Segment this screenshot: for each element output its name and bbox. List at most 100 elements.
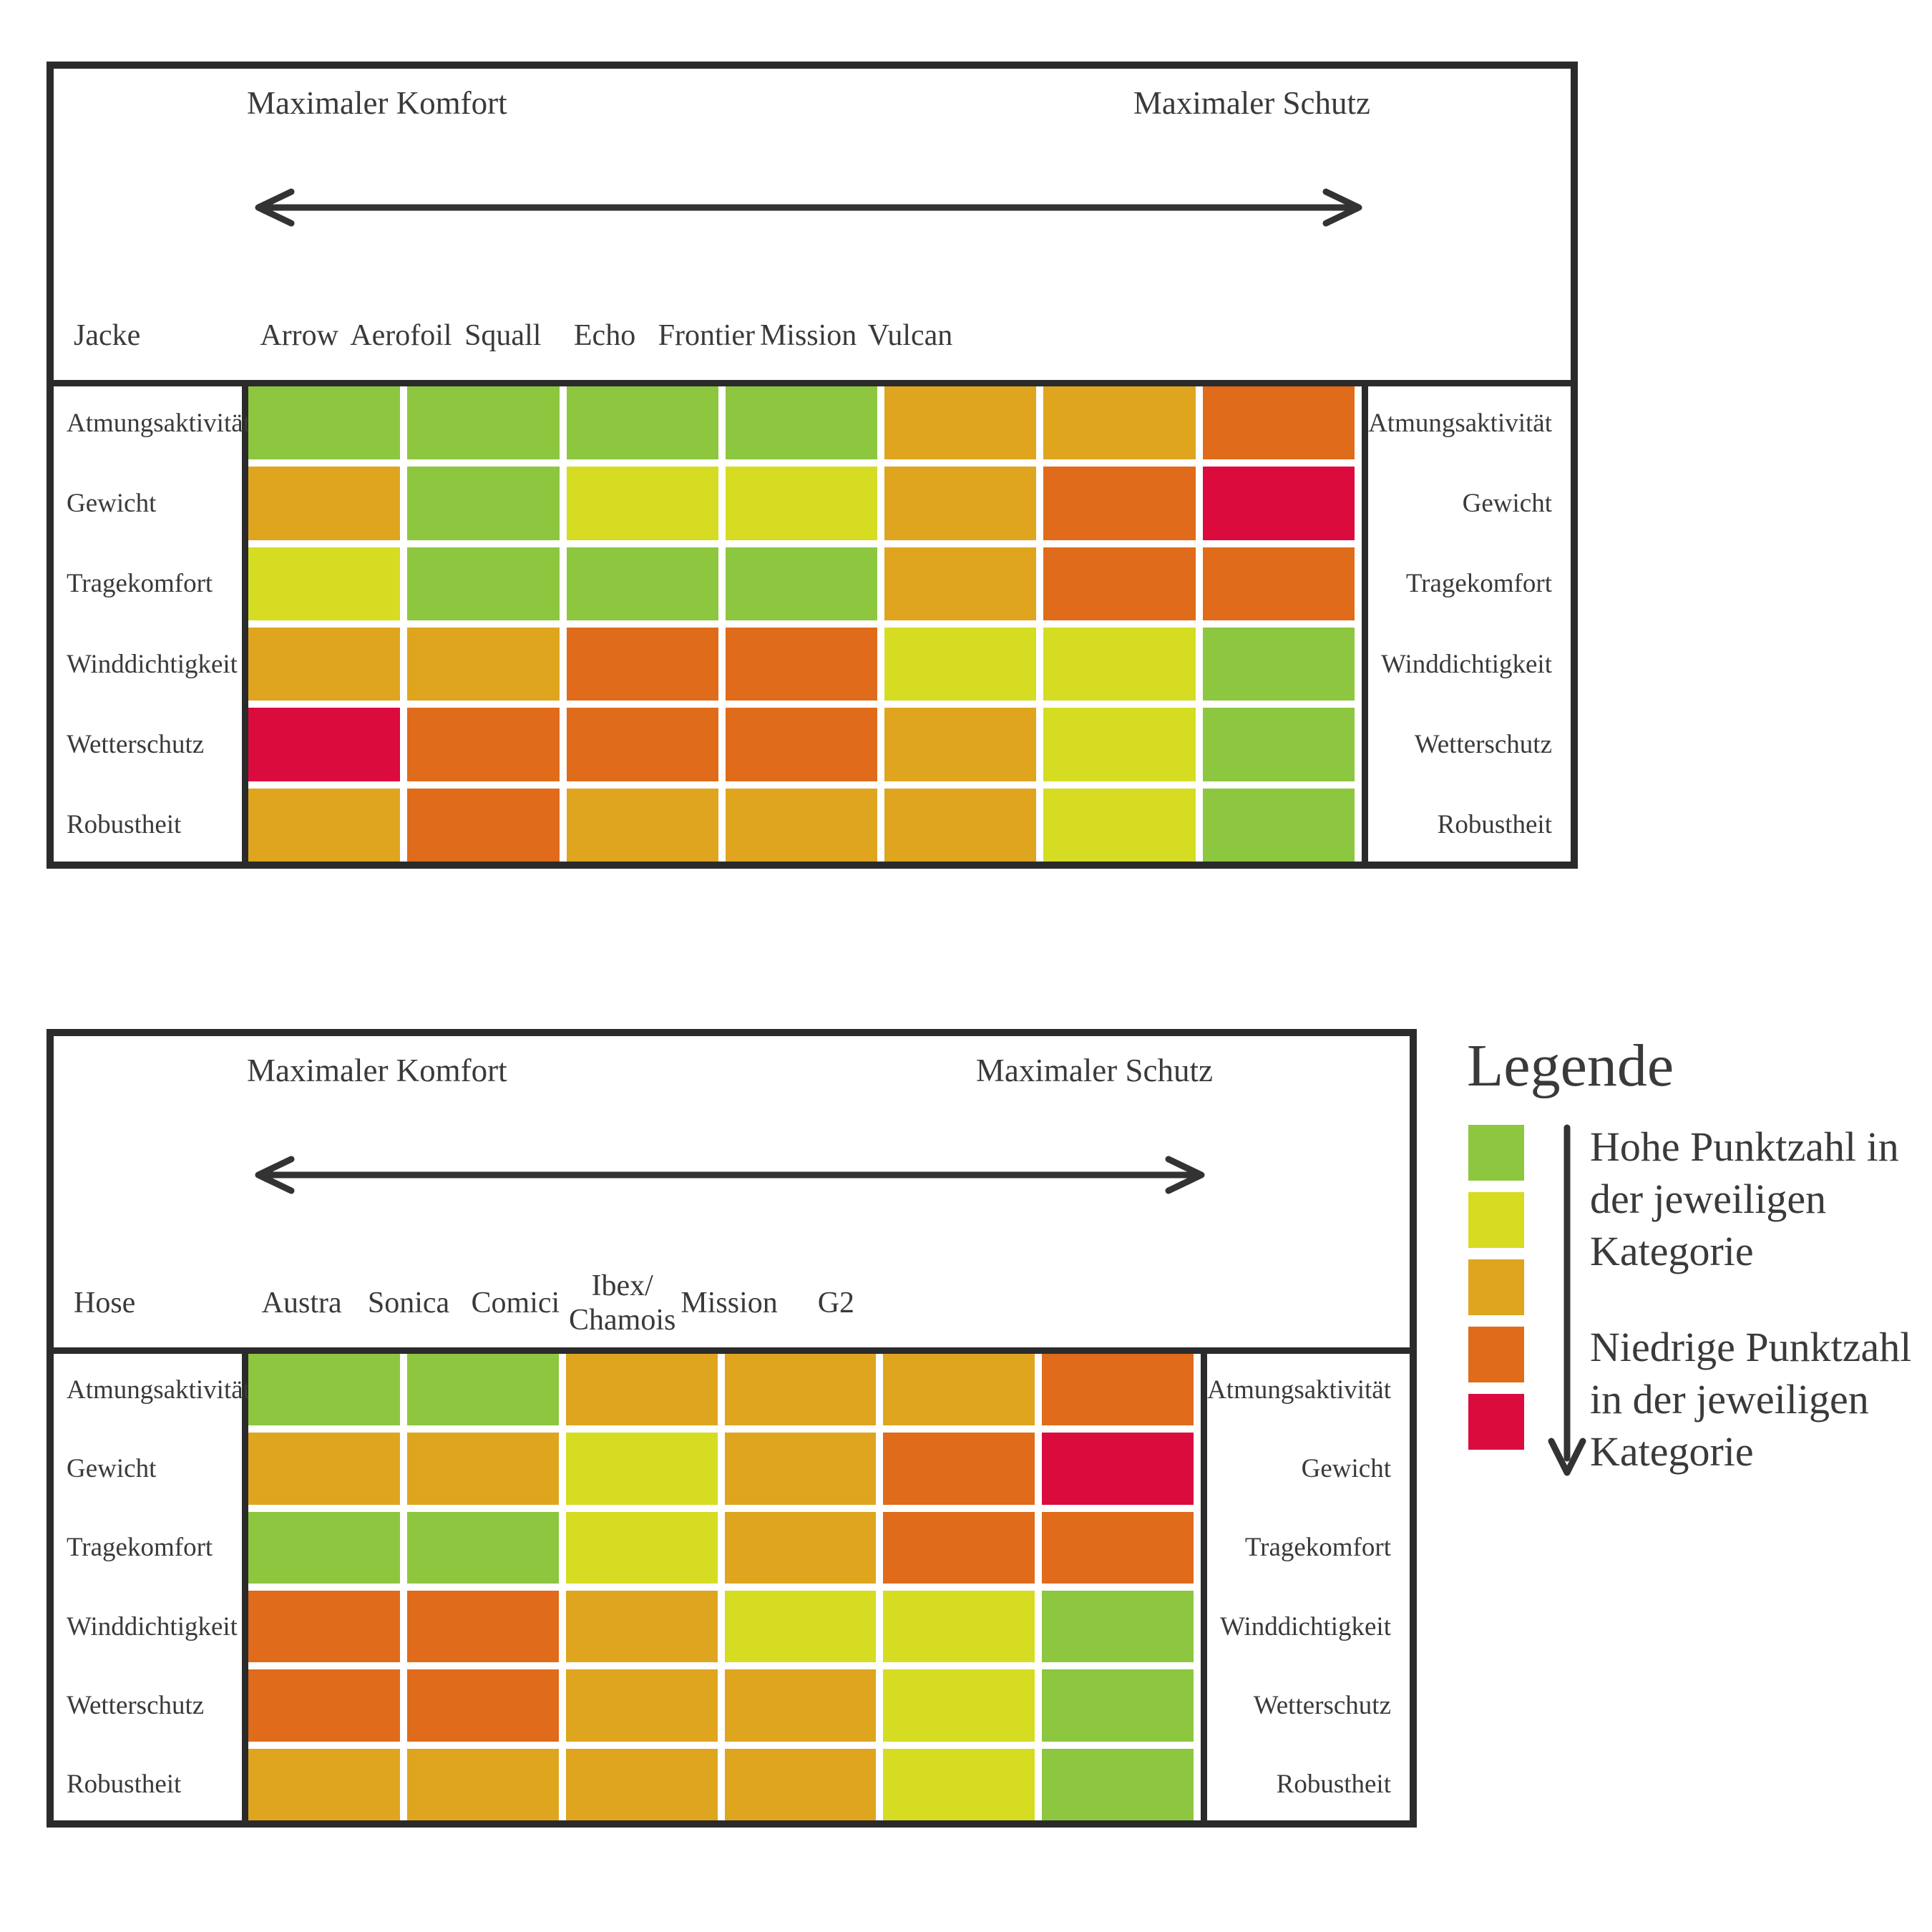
heat-cell-atmungsaktivität-echo — [725, 386, 878, 460]
row-label-gewicht: Gewicht — [1301, 1453, 1391, 1483]
heat-cell-gewicht-g2 — [1042, 1433, 1194, 1505]
heat-cell-gewicht-austra — [248, 1433, 400, 1505]
heat-cell-winddichtigkeit-arrow — [248, 628, 401, 701]
row-label-tragekomfort: Tragekomfort — [67, 569, 213, 599]
heat-cell-robustheit-squall — [566, 788, 718, 862]
legend-swatch-green — [1468, 1125, 1524, 1181]
column-header-comici: Comici — [471, 1287, 560, 1320]
column-header-vulcan: Vulcan — [867, 318, 953, 352]
heat-cell-tragekomfort-arrow — [248, 547, 401, 620]
row-label-wetterschutz: Wetterschutz — [1414, 729, 1552, 759]
heat-cell-gewicht-mission — [883, 1433, 1035, 1505]
row-label-atmungsaktivität: Atmungsaktivität — [1207, 1375, 1391, 1405]
hose-table-body: Atmungsaktivität Gewicht Tragekomfort Windd… — [54, 1354, 1410, 1820]
axis-label-max-komfort: Maximaler Komfort — [247, 85, 507, 121]
legend: Legende Hohe Punktzahl in der jeweiligen… — [1464, 1033, 1932, 1548]
heat-cell-winddichtigkeit-echo — [725, 628, 878, 701]
heat-cell-wetterschutz-vulcan — [1202, 708, 1355, 781]
column-header-g2: G2 — [817, 1287, 855, 1320]
heat-cell-winddichtigkeit-mission — [883, 1591, 1035, 1663]
column-header-sonica: Sonica — [367, 1287, 450, 1320]
heat-cell-atmungsaktivität-sonica — [406, 1354, 559, 1426]
row-label-wetterschutz: Wetterschutz — [67, 729, 205, 759]
heat-cell-wetterschutz-g2 — [1042, 1669, 1194, 1742]
hose-heat-grid — [248, 1354, 1201, 1820]
heat-cell-wetterschutz-squall — [566, 708, 718, 781]
heat-cell-atmungsaktivität-mission — [883, 1354, 1035, 1426]
row-label-wetterschutz: Wetterschutz — [67, 1690, 205, 1720]
heat-cell-robustheit-frontier — [884, 788, 1037, 862]
heat-cell-winddichtigkeit-aerofoil — [407, 628, 560, 701]
heat-cell-wetterschutz-mission — [1043, 708, 1196, 781]
heat-cell-tragekomfort-aerofoil — [407, 547, 560, 620]
heat-cell-robustheit-ibex-chamois — [724, 1748, 877, 1820]
row-label-tragekomfort: Tragekomfort — [1405, 569, 1552, 599]
heat-cell-robustheit-aerofoil — [407, 788, 560, 862]
heat-cell-robustheit-vulcan — [1202, 788, 1355, 862]
row-label-robustheit: Robustheit — [1276, 1770, 1391, 1800]
score-direction-arrow-icon — [1548, 1124, 1586, 1476]
jacke-heatmap-table: Maximaler Komfort Maximaler Schutz Jacke… — [47, 62, 1578, 869]
jacke-heat-grid — [248, 386, 1362, 862]
hose-column-headers: Austra Sonica Comici Ibex/ Chamois Mission G2 — [248, 1269, 889, 1337]
heat-cell-atmungsaktivität-squall — [566, 386, 718, 460]
heat-cell-robustheit-comici — [565, 1748, 718, 1820]
hose-heatmap-table: Maximaler Komfort Maximaler Schutz Hose … — [47, 1029, 1417, 1828]
heat-cell-wetterschutz-comici — [565, 1669, 718, 1742]
row-label-robustheit: Robustheit — [67, 1770, 182, 1800]
heat-cell-tragekomfort-vulcan — [1202, 547, 1355, 620]
heat-cell-tragekomfort-comici — [565, 1511, 718, 1584]
heat-cell-gewicht-frontier — [884, 467, 1037, 540]
heat-cell-wetterschutz-echo — [725, 708, 878, 781]
heat-cell-wetterschutz-ibex-chamois — [724, 1669, 877, 1742]
row-label-tragekomfort: Tragekomfort — [67, 1533, 213, 1563]
column-header-aerofoil: Aerofoil — [350, 318, 452, 352]
heat-cell-gewicht-mission — [1043, 467, 1196, 540]
heat-cell-winddichtigkeit-frontier — [884, 628, 1037, 701]
heat-cell-winddichtigkeit-mission — [1043, 628, 1196, 701]
row-label-robustheit: Robustheit — [1437, 810, 1552, 840]
heat-cell-tragekomfort-frontier — [884, 547, 1037, 620]
heat-cell-atmungsaktivität-arrow — [248, 386, 401, 460]
row-label-winddichtigkeit: Winddichtigkeit — [1220, 1611, 1391, 1641]
row-label-gewicht: Gewicht — [67, 488, 157, 518]
heat-cell-winddichtigkeit-ibex-chamois — [724, 1591, 877, 1663]
column-header-mission: Mission — [759, 318, 857, 352]
heat-cell-wetterschutz-arrow — [248, 708, 401, 781]
heat-cell-tragekomfort-mission — [1043, 547, 1196, 620]
heat-cell-gewicht-echo — [725, 467, 878, 540]
comfort-protection-arrow-icon — [255, 188, 1362, 227]
column-header-echo: Echo — [573, 318, 636, 352]
heat-cell-atmungsaktivität-mission — [1043, 386, 1196, 460]
column-header-mission: Mission — [680, 1287, 778, 1320]
heat-cell-tragekomfort-sonica — [406, 1511, 559, 1584]
axis-label-max-schutz: Maximaler Schutz — [1133, 85, 1370, 121]
comfort-protection-arrow-icon — [255, 1156, 1205, 1194]
heat-cell-gewicht-vulcan — [1202, 467, 1355, 540]
heat-cell-winddichtigkeit-vulcan — [1202, 628, 1355, 701]
row-label-atmungsaktivität: Atmungsaktivität — [1368, 408, 1552, 438]
heat-cell-robustheit-arrow — [248, 788, 401, 862]
jacke-row-labels-left: Atmungsaktivität Gewicht Tragekomfort Windd… — [54, 386, 250, 862]
column-header-squall: Squall — [464, 318, 542, 352]
heat-cell-gewicht-sonica — [406, 1433, 559, 1505]
legend-low-score-label: Niedrige Punktzahl in der jeweiligen Kat… — [1590, 1324, 1912, 1475]
row-label-tragekomfort: Tragekomfort — [1244, 1533, 1391, 1563]
row-label-atmungsaktivität: Atmungsaktivität — [67, 408, 250, 438]
heat-cell-atmungsaktivität-aerofoil — [407, 386, 560, 460]
row-label-winddichtigkeit: Winddichtigkeit — [1381, 649, 1552, 679]
axis-label-max-komfort: Maximaler Komfort — [247, 1053, 507, 1088]
heat-cell-gewicht-comici — [565, 1433, 718, 1505]
heat-cell-wetterschutz-aerofoil — [407, 708, 560, 781]
row-label-winddichtigkeit: Winddichtigkeit — [67, 1611, 238, 1641]
heat-cell-gewicht-ibex-chamois — [724, 1433, 877, 1505]
legend-title: Legende — [1467, 1033, 1674, 1099]
heat-cell-gewicht-arrow — [248, 467, 401, 540]
heat-cell-wetterschutz-mission — [883, 1669, 1035, 1742]
heat-cell-winddichtigkeit-sonica — [406, 1591, 559, 1663]
heat-cell-wetterschutz-austra — [248, 1669, 400, 1742]
hose-row-labels-right: Atmungsaktivität Gewicht Tragekomfort Windd… — [1201, 1354, 1410, 1820]
jacke-column-headers: Arrow Aerofoil Squall Echo Frontier Mission Vu… — [248, 301, 961, 370]
heat-cell-robustheit-sonica — [406, 1748, 559, 1820]
